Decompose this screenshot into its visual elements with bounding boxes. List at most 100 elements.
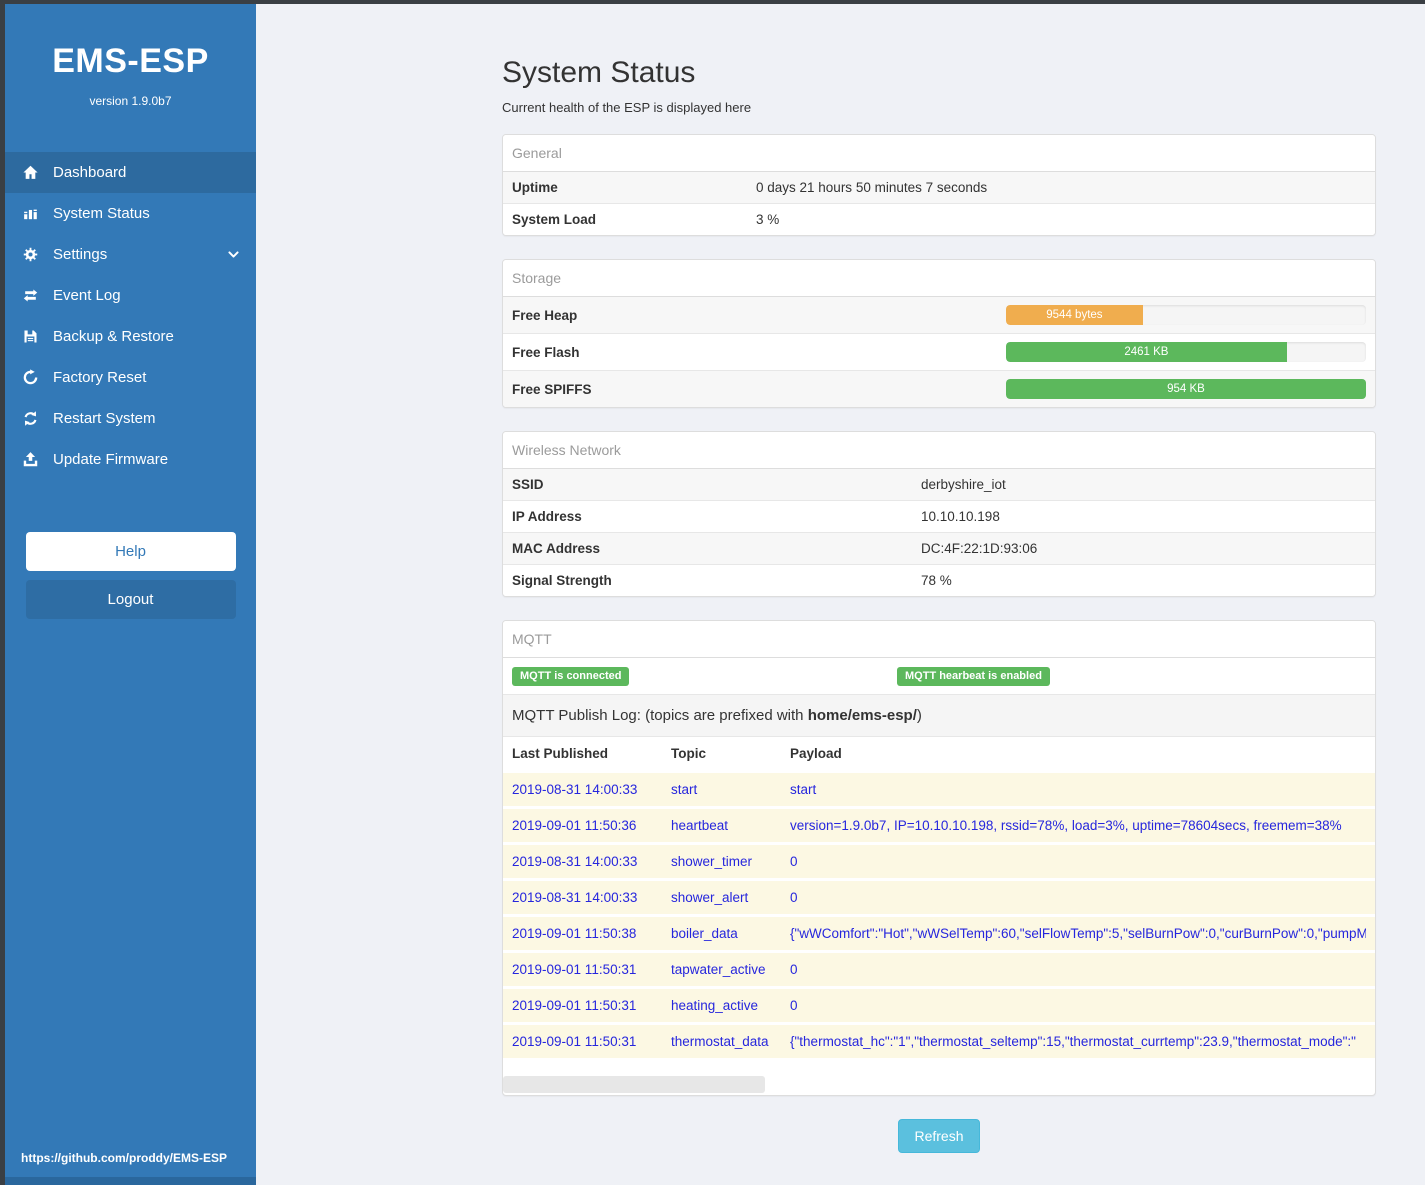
- log-payload: {"wWComfort":"Hot","wWSelTemp":60,"selFl…: [790, 926, 1366, 941]
- free-flash-progressbar: 2461 KB: [1006, 342, 1366, 362]
- row-label: Free Heap: [512, 307, 578, 323]
- sidebar-nav: Dashboard System Status: [5, 152, 256, 480]
- log-time: 2019-09-01 11:50:31: [512, 962, 637, 977]
- row-value: derbyshire_iot: [921, 477, 1006, 492]
- row-label: System Load: [512, 212, 597, 227]
- sidebar-item-label: Event Log: [53, 287, 121, 304]
- row-label: Free SPIFFS: [512, 381, 592, 397]
- sidebar-item-update-firmware[interactable]: Update Firmware: [5, 439, 256, 480]
- sidebar-item-settings[interactable]: Settings: [5, 234, 256, 275]
- sidebar-item-backup-restore[interactable]: Backup & Restore: [5, 316, 256, 357]
- panel-general-header: General: [503, 135, 1375, 172]
- progressbar-fill: 9544 bytes: [1006, 305, 1143, 325]
- sidebar-item-label: Dashboard: [53, 164, 127, 181]
- free-spiffs-progressbar: 954 KB: [1006, 379, 1366, 399]
- table-row: Uptime 0 days 21 hours 50 minutes 7 seco…: [503, 172, 1375, 203]
- sidebar-item-event-log[interactable]: Event Log: [5, 275, 256, 316]
- log-time: 2019-09-01 11:50:38: [512, 926, 637, 941]
- log-time: 2019-09-01 11:50:31: [512, 1034, 637, 1049]
- log-payload: start: [790, 782, 817, 797]
- exchange-icon: [21, 286, 40, 305]
- rotate-icon: [21, 368, 40, 387]
- log-topic: tapwater_active: [671, 962, 766, 977]
- table-row: Free Heap 9544 bytes: [503, 297, 1375, 333]
- table-row: 2019-08-31 14:00:33 shower_alert 0: [503, 878, 1375, 914]
- log-topic: boiler_data: [671, 926, 738, 941]
- progressbar-fill: 954 KB: [1006, 379, 1366, 399]
- publish-log-topic-prefix: home/ems-esp/: [807, 707, 917, 724]
- log-payload: version=1.9.0b7, IP=10.10.10.198, rssid=…: [790, 818, 1342, 833]
- panel-storage-header: Storage: [503, 260, 1375, 297]
- log-time: 2019-09-01 11:50:36: [512, 818, 637, 833]
- table-row: MAC Address DC:4F:22:1D:93:06: [503, 532, 1375, 564]
- mqtt-status-row: MQTT is connected MQTT hearbeat is enabl…: [503, 658, 1375, 695]
- window-top-edge: [0, 0, 1425, 4]
- table-row: 2019-09-01 11:50:31 tapwater_active 0: [503, 950, 1375, 986]
- app-version: version 1.9.0b7: [89, 94, 172, 108]
- publish-log-suffix: ): [916, 707, 922, 724]
- chart-icon: [21, 204, 40, 223]
- logout-button[interactable]: Logout: [25, 580, 236, 619]
- sidebar-item-label: Settings: [53, 246, 108, 263]
- upload-icon: [21, 450, 40, 469]
- table-row: Free Flash 2461 KB: [503, 333, 1375, 370]
- table-row: 2019-09-01 11:50:31 heating_active 0: [503, 986, 1375, 1022]
- table-row: System Load 3 %: [503, 203, 1375, 235]
- sidebar-item-restart-system[interactable]: Restart System: [5, 398, 256, 439]
- column-topic: Topic: [671, 746, 706, 761]
- save-icon: [21, 327, 40, 346]
- panel-general: General Uptime 0 days 21 hours 50 minute…: [502, 134, 1376, 236]
- row-value: DC:4F:22:1D:93:06: [921, 541, 1038, 556]
- publish-log-prefix: MQTT Publish Log: (topics are prefixed w…: [512, 707, 808, 724]
- log-topic: heating_active: [671, 998, 759, 1013]
- log-topic: thermostat_data: [671, 1034, 769, 1049]
- refresh-button[interactable]: Refresh: [898, 1119, 980, 1153]
- panel-wireless: Wireless Network SSID derbyshire_iot IP …: [502, 431, 1376, 597]
- table-row: 2019-09-01 11:50:36 heartbeat version=1.…: [503, 806, 1375, 842]
- sidebar-item-system-status[interactable]: System Status: [5, 193, 256, 234]
- row-label: Signal Strength: [512, 573, 612, 588]
- log-time: 2019-08-31 14:00:33: [512, 782, 638, 797]
- panel-mqtt-header: MQTT: [503, 621, 1375, 658]
- sidebar-item-dashboard[interactable]: Dashboard: [5, 152, 256, 193]
- home-icon: [21, 163, 40, 182]
- sidebar-item-label: System Status: [53, 205, 150, 222]
- gear-icon: [21, 245, 40, 264]
- window-left-edge: [0, 0, 5, 1185]
- log-topic: heartbeat: [671, 818, 729, 833]
- log-time: 2019-08-31 14:00:33: [512, 854, 638, 869]
- page-title: System Status: [502, 56, 696, 89]
- column-last-published: Last Published: [512, 746, 609, 761]
- refresh-icon: [21, 409, 40, 428]
- free-heap-progressbar: 9544 bytes: [1006, 305, 1366, 325]
- sidebar-bottom-strip: [5, 1177, 256, 1185]
- log-topic: shower_timer: [671, 854, 753, 869]
- sidebar-item-label: Update Firmware: [53, 451, 169, 468]
- row-label: Uptime: [512, 180, 558, 195]
- scrollbar-thumb[interactable]: [503, 1076, 765, 1093]
- progressbar-fill: 2461 KB: [1006, 342, 1287, 362]
- log-topic: shower_alert: [671, 890, 749, 905]
- page-subtitle: Current health of the ESP is displayed h…: [502, 100, 752, 115]
- mqtt-publish-log-title: MQTT Publish Log: (topics are prefixed w…: [503, 695, 1375, 737]
- log-topic: start: [671, 782, 698, 797]
- app-title: EMS-ESP: [52, 42, 209, 80]
- log-payload: 0: [790, 998, 798, 1013]
- sidebar-buttons: Help Logout: [5, 532, 256, 628]
- table-row: Free SPIFFS 954 KB: [503, 370, 1375, 407]
- sidebar-item-label: Backup & Restore: [53, 328, 174, 345]
- row-value: 3 %: [756, 212, 780, 227]
- log-time: 2019-09-01 11:50:31: [512, 998, 637, 1013]
- row-label: SSID: [512, 477, 544, 492]
- github-link[interactable]: https://github.com/proddy/EMS-ESP: [21, 1151, 227, 1165]
- row-label: IP Address: [512, 509, 582, 524]
- chevron-down-icon: [227, 248, 240, 261]
- mqtt-connected-badge: MQTT is connected: [512, 667, 630, 686]
- main-content: System Status Current health of the ESP …: [502, 0, 1376, 1183]
- row-value: 78 %: [921, 573, 952, 588]
- table-row: 2019-08-31 14:00:33 start start: [503, 770, 1375, 806]
- table-row: 2019-08-31 14:00:33 shower_timer 0: [503, 842, 1375, 878]
- help-button[interactable]: Help: [25, 532, 236, 571]
- sidebar: EMS-ESP version 1.9.0b7 Dashboard System…: [5, 4, 256, 1185]
- sidebar-item-factory-reset[interactable]: Factory Reset: [5, 357, 256, 398]
